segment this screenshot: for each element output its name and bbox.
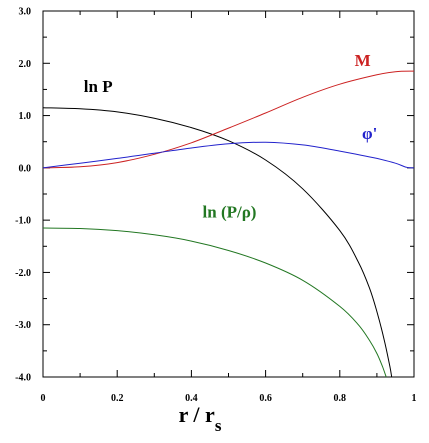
- x-tick-label: 0.8: [334, 393, 347, 404]
- y-tick-label: 0.0: [19, 163, 32, 174]
- x-axis-title-main: r / r: [179, 402, 215, 427]
- series-label-3: ln (P/ρ): [203, 203, 257, 222]
- x-tick-label: 0.4: [185, 393, 198, 404]
- series-label-2: φ': [362, 124, 377, 143]
- x-tick-label: 0.6: [259, 393, 272, 404]
- series-line-1: [42, 70, 415, 169]
- y-tick-label: -4.0: [15, 373, 31, 384]
- y-tick-label: -3.0: [15, 320, 31, 331]
- y-tick-label: -2.0: [15, 268, 31, 279]
- axis-ticks: [42, 10, 415, 378]
- series-line-2: [42, 141, 415, 169]
- x-tick-label: 0: [41, 393, 46, 404]
- x-axis-title: r / rs: [179, 402, 222, 435]
- y-tick-label: 1.0: [19, 111, 32, 122]
- series-label-1: M: [355, 51, 371, 70]
- series-labels: ln P Mφ' ln (P/ρ): [84, 51, 378, 222]
- series-line-0: [42, 107, 393, 378]
- x-tick-label: 1: [412, 393, 417, 404]
- x-tick-label: 0.2: [111, 393, 124, 404]
- series-lines: [42, 70, 415, 378]
- y-tick-label: 2.0: [19, 59, 32, 70]
- y-tick-label: 3.0: [19, 7, 32, 18]
- y-tick-label: -1.0: [15, 216, 31, 227]
- tick-labels: 0 0.2 0.4 0.6 0.8 1 3.0 2.0 1.0 0.0 -1.0 -2.0 -3.0 -4…: [15, 7, 416, 405]
- x-axis-title-subscript: s: [215, 416, 222, 435]
- series-line-3: [42, 227, 387, 378]
- series-label-0: ln P: [84, 77, 113, 96]
